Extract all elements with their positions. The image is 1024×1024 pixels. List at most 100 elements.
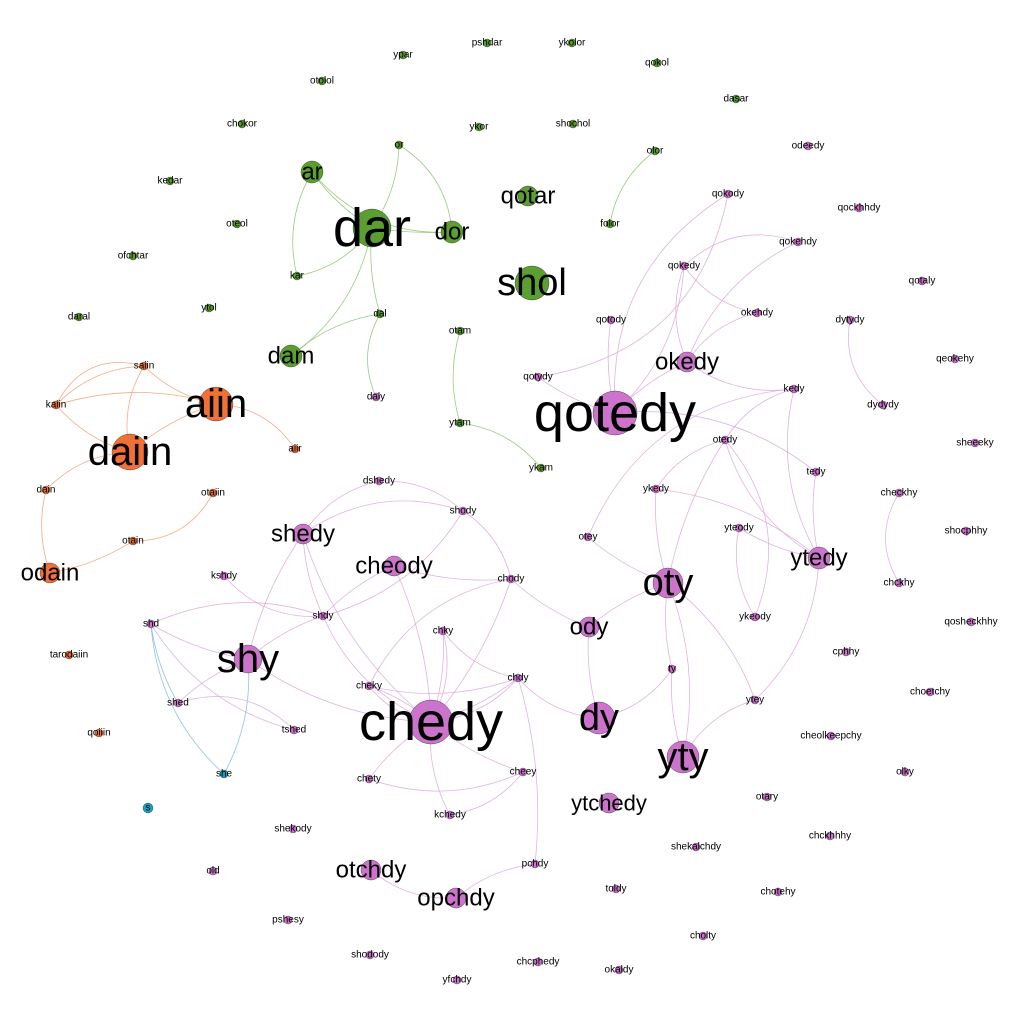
- node-ytedy[interactable]: [807, 546, 831, 570]
- node-chokor[interactable]: [237, 119, 247, 129]
- node-okaldy[interactable]: [614, 965, 624, 975]
- node-otolol[interactable]: [317, 76, 327, 86]
- node-choetchy[interactable]: [925, 687, 935, 697]
- node-odain[interactable]: [39, 562, 61, 584]
- node-cheolkeepchy[interactable]: [826, 731, 836, 741]
- node-daly[interactable]: [371, 392, 381, 402]
- node-ykolor[interactable]: [567, 38, 577, 48]
- node-ytchedy[interactable]: [598, 792, 620, 814]
- node-dshedy[interactable]: [374, 476, 384, 486]
- node-ykeody[interactable]: [750, 612, 760, 622]
- node-shd[interactable]: [146, 619, 156, 629]
- node-pshesy[interactable]: [283, 915, 293, 925]
- node-daral[interactable]: [74, 312, 84, 322]
- node-ytol[interactable]: [204, 303, 214, 313]
- node-kaiin[interactable]: [51, 400, 61, 410]
- node-dasar[interactable]: [731, 94, 741, 104]
- node-shochol[interactable]: [568, 119, 578, 129]
- node-shekody[interactable]: [288, 824, 298, 834]
- node-chedy[interactable]: [408, 699, 454, 745]
- node-ofchtar[interactable]: [128, 251, 138, 261]
- node-okehdy[interactable]: [752, 308, 762, 318]
- node-sheeeky[interactable]: [970, 438, 980, 448]
- node-opchdy[interactable]: [445, 887, 467, 909]
- node-qotydy[interactable]: [533, 372, 543, 382]
- node-tshed[interactable]: [289, 725, 299, 735]
- node-otaiin[interactable]: [208, 488, 218, 498]
- node-dar[interactable]: [352, 208, 392, 248]
- node-ytam[interactable]: [455, 418, 465, 428]
- node-ody[interactable]: [578, 616, 600, 638]
- node-chky[interactable]: [438, 626, 448, 636]
- node-odeedy[interactable]: [803, 141, 813, 151]
- node-s[interactable]: [142, 802, 154, 814]
- node-kedar[interactable]: [165, 176, 175, 186]
- node-folor[interactable]: [605, 219, 615, 229]
- node-dydydy[interactable]: [878, 400, 888, 410]
- node-kchedy[interactable]: [445, 810, 455, 820]
- node-chdy[interactable]: [513, 673, 523, 683]
- node-yfchdy[interactable]: [452, 975, 462, 985]
- node-dal[interactable]: [375, 309, 385, 319]
- node-qockhhdy[interactable]: [854, 203, 864, 213]
- node-shol[interactable]: [514, 265, 550, 301]
- node-ty[interactable]: [667, 664, 677, 674]
- node-ar[interactable]: [300, 160, 324, 184]
- node-shody[interactable]: [458, 506, 468, 516]
- node-shedy[interactable]: [292, 523, 314, 545]
- node-cphhy[interactable]: [841, 647, 851, 657]
- node-tedy[interactable]: [811, 467, 821, 477]
- node-pchdy[interactable]: [530, 859, 540, 869]
- node-chety[interactable]: [364, 774, 374, 784]
- node-chotehy[interactable]: [773, 887, 783, 897]
- node-dam[interactable]: [279, 344, 303, 368]
- node-cheey[interactable]: [518, 767, 528, 777]
- node-kedy[interactable]: [789, 384, 799, 394]
- node-cheky[interactable]: [364, 681, 374, 691]
- node-pshdar[interactable]: [482, 38, 492, 48]
- node-qotar[interactable]: [517, 185, 539, 207]
- node-shed[interactable]: [173, 698, 183, 708]
- node-olky[interactable]: [900, 767, 910, 777]
- node-kshdy[interactable]: [219, 571, 229, 581]
- node-shodody[interactable]: [365, 950, 375, 960]
- node-saiin[interactable]: [139, 361, 149, 371]
- node-shocphhy[interactable]: [961, 526, 971, 536]
- node-ytey[interactable]: [750, 695, 760, 705]
- node-otey[interactable]: [583, 532, 593, 542]
- node-otary[interactable]: [762, 792, 772, 802]
- node-ykedy[interactable]: [651, 484, 661, 494]
- node-qoiiin[interactable]: [94, 728, 104, 738]
- node-dor[interactable]: [440, 220, 464, 244]
- node-dytydy[interactable]: [845, 315, 855, 325]
- node-qosheckhhy[interactable]: [966, 617, 976, 627]
- node-daiin[interactable]: [111, 433, 149, 471]
- node-otedy[interactable]: [720, 435, 730, 445]
- node-qokody[interactable]: [723, 189, 733, 199]
- node-old[interactable]: [208, 866, 218, 876]
- node-ykor[interactable]: [474, 122, 484, 132]
- node-qeokehy[interactable]: [950, 354, 960, 364]
- node-aiin[interactable]: [198, 386, 234, 422]
- node-tarodaiin[interactable]: [64, 650, 74, 660]
- node-oteol[interactable]: [232, 219, 242, 229]
- node-cholty[interactable]: [698, 931, 708, 941]
- node-kar[interactable]: [292, 271, 302, 281]
- node-otchdy[interactable]: [360, 859, 382, 881]
- node-checkhy[interactable]: [894, 488, 904, 498]
- node-qotody[interactable]: [606, 315, 616, 325]
- node-ykam[interactable]: [536, 463, 546, 473]
- node-qokehdy[interactable]: [793, 237, 803, 247]
- node-cheody[interactable]: [383, 555, 405, 577]
- node-yty[interactable]: [666, 740, 700, 774]
- node-or[interactable]: [394, 140, 404, 150]
- node-chcphedy[interactable]: [533, 957, 543, 967]
- node-yteody[interactable]: [734, 523, 744, 533]
- node-qotaly[interactable]: [917, 276, 927, 286]
- node-chckhhhy[interactable]: [825, 831, 835, 841]
- node-qokedy[interactable]: [679, 261, 689, 271]
- node-shekalchdy[interactable]: [691, 842, 701, 852]
- node-she[interactable]: [219, 769, 229, 779]
- node-olor[interactable]: [650, 146, 660, 156]
- node-oty[interactable]: [652, 567, 684, 599]
